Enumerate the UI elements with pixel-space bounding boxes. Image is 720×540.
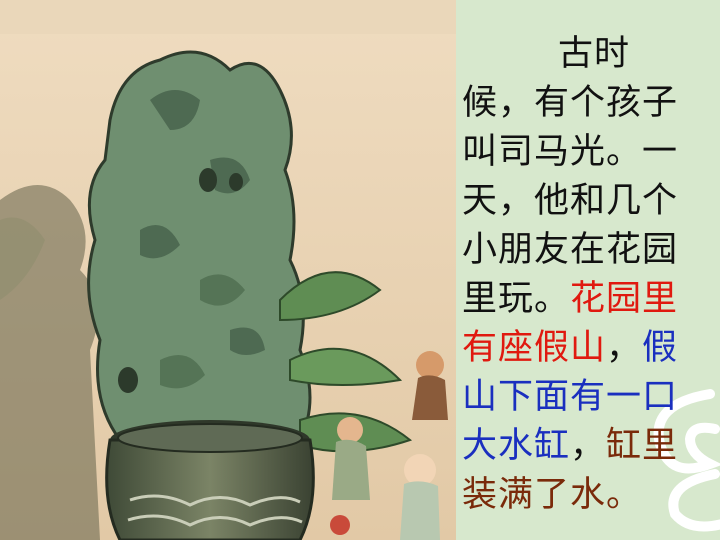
story-line-9: 大水缸，缸里 xyxy=(462,426,679,466)
highlight-vat: 大水缸 xyxy=(462,426,571,466)
story-line-1: 古时 xyxy=(558,34,631,74)
illustration-scene xyxy=(0,0,456,540)
story-line-6: 里玩。花园里 xyxy=(462,279,679,319)
highlight-in-vat: 缸里 xyxy=(606,426,679,466)
cloud-swirl-decoration xyxy=(653,389,720,532)
story-line-7: 有座假山，假 xyxy=(462,328,679,368)
highlight-garden: 花园里 xyxy=(570,279,679,319)
story-line-8: 山下面有一口 xyxy=(462,377,679,417)
story-line-5: 小朋友在花园 xyxy=(462,230,679,270)
story-line-3: 叫司马光。一 xyxy=(462,132,679,172)
story-line-4: 天，他和几个 xyxy=(462,181,679,221)
highlight-rockery: 有座假山 xyxy=(462,328,607,368)
highlight-under-rockery: 假 xyxy=(642,328,679,368)
story-text-panel: 古时 候，有个孩子 叫司马光。一 天，他和几个 小朋友在花园 里玩。花园里 有座… xyxy=(456,0,720,540)
story-line-10: 装满了水。 xyxy=(462,475,643,515)
story-line-2: 候，有个孩子 xyxy=(462,83,679,123)
story-paragraph: 古时 候，有个孩子 叫司马光。一 天，他和几个 小朋友在花园 里玩。花园里 有座… xyxy=(462,30,714,520)
